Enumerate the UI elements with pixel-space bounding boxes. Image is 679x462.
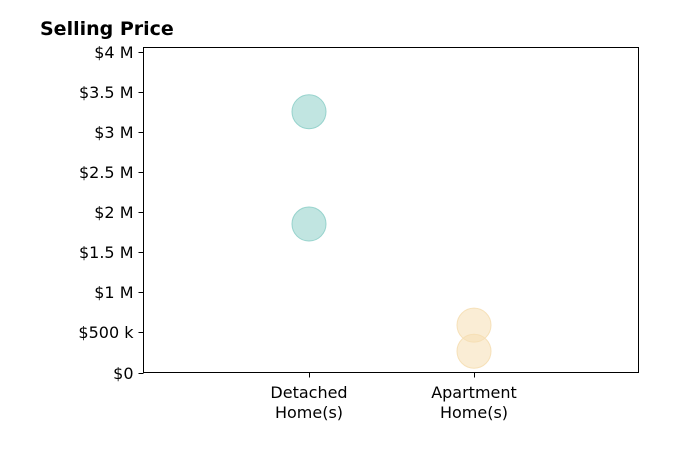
y-tick-label: $1 M bbox=[94, 283, 133, 302]
y-tick-label: $1.5 M bbox=[79, 243, 134, 262]
data-points bbox=[291, 94, 492, 369]
x-tick-label: Home(s) bbox=[440, 403, 508, 422]
x-tick-label: Home(s) bbox=[275, 403, 343, 422]
y-axis: $0 $500 k $1 M $1.5 M $2 M $2.5 M $3 M $3.5 M $4… bbox=[78, 43, 144, 383]
x-tick-label: Apartment bbox=[431, 383, 517, 402]
y-tick-label: $3 M bbox=[94, 123, 133, 142]
data-point bbox=[456, 333, 492, 369]
y-tick-label: $2.5 M bbox=[79, 163, 134, 182]
data-point bbox=[291, 206, 327, 242]
x-tick-label: Detached bbox=[270, 383, 347, 402]
y-tick-label: $0 bbox=[113, 364, 133, 383]
y-tick-label: $4 M bbox=[94, 43, 133, 62]
data-point bbox=[291, 94, 327, 130]
chart-title: Selling Price bbox=[40, 18, 174, 40]
plot-area-frame bbox=[143, 47, 639, 373]
y-tick-label: $2 M bbox=[94, 203, 133, 222]
y-tick-label: $500 k bbox=[78, 323, 134, 342]
y-tick-label: $3.5 M bbox=[79, 83, 134, 102]
